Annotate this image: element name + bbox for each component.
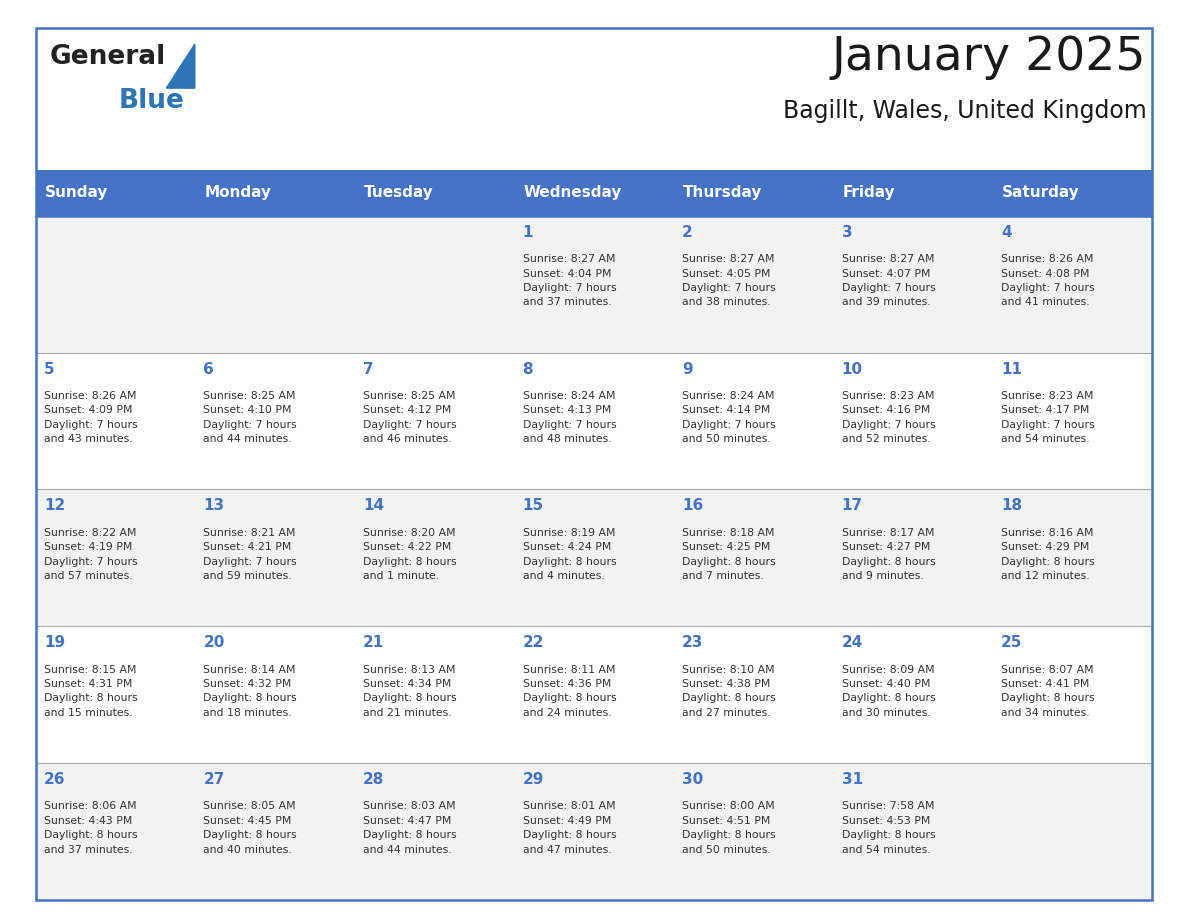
Text: Sunrise: 8:05 AM
Sunset: 4:45 PM
Daylight: 8 hours
and 40 minutes.: Sunrise: 8:05 AM Sunset: 4:45 PM Dayligh… xyxy=(203,801,297,855)
Text: 3: 3 xyxy=(841,225,852,240)
Text: 25: 25 xyxy=(1001,635,1023,650)
Text: Sunrise: 8:21 AM
Sunset: 4:21 PM
Daylight: 7 hours
and 59 minutes.: Sunrise: 8:21 AM Sunset: 4:21 PM Dayligh… xyxy=(203,528,297,581)
Text: Sunrise: 8:23 AM
Sunset: 4:17 PM
Daylight: 7 hours
and 54 minutes.: Sunrise: 8:23 AM Sunset: 4:17 PM Dayligh… xyxy=(1001,391,1095,444)
Text: 27: 27 xyxy=(203,772,225,787)
Text: 24: 24 xyxy=(841,635,862,650)
Text: 4: 4 xyxy=(1001,225,1012,240)
Text: Sunrise: 8:22 AM
Sunset: 4:19 PM
Daylight: 7 hours
and 57 minutes.: Sunrise: 8:22 AM Sunset: 4:19 PM Dayligh… xyxy=(44,528,138,581)
Text: Sunrise: 8:01 AM
Sunset: 4:49 PM
Daylight: 8 hours
and 47 minutes.: Sunrise: 8:01 AM Sunset: 4:49 PM Dayligh… xyxy=(523,801,617,855)
Text: Sunrise: 8:27 AM
Sunset: 4:07 PM
Daylight: 7 hours
and 39 minutes.: Sunrise: 8:27 AM Sunset: 4:07 PM Dayligh… xyxy=(841,254,935,308)
Text: Friday: Friday xyxy=(842,185,896,200)
Text: 20: 20 xyxy=(203,635,225,650)
Text: General: General xyxy=(50,44,166,70)
Text: 16: 16 xyxy=(682,498,703,513)
Text: Sunrise: 8:27 AM
Sunset: 4:04 PM
Daylight: 7 hours
and 37 minutes.: Sunrise: 8:27 AM Sunset: 4:04 PM Dayligh… xyxy=(523,254,617,308)
Text: 10: 10 xyxy=(841,362,862,376)
Text: 11: 11 xyxy=(1001,362,1022,376)
Text: Tuesday: Tuesday xyxy=(365,185,434,200)
Text: Sunrise: 8:25 AM
Sunset: 4:12 PM
Daylight: 7 hours
and 46 minutes.: Sunrise: 8:25 AM Sunset: 4:12 PM Dayligh… xyxy=(364,391,456,444)
Text: Sunrise: 8:00 AM
Sunset: 4:51 PM
Daylight: 8 hours
and 50 minutes.: Sunrise: 8:00 AM Sunset: 4:51 PM Dayligh… xyxy=(682,801,776,855)
Text: Sunrise: 8:24 AM
Sunset: 4:14 PM
Daylight: 7 hours
and 50 minutes.: Sunrise: 8:24 AM Sunset: 4:14 PM Dayligh… xyxy=(682,391,776,444)
Text: 29: 29 xyxy=(523,772,544,787)
Text: 8: 8 xyxy=(523,362,533,376)
Text: Sunrise: 8:25 AM
Sunset: 4:10 PM
Daylight: 7 hours
and 44 minutes.: Sunrise: 8:25 AM Sunset: 4:10 PM Dayligh… xyxy=(203,391,297,444)
Text: 30: 30 xyxy=(682,772,703,787)
Text: 19: 19 xyxy=(44,635,65,650)
Text: 5: 5 xyxy=(44,362,55,376)
Polygon shape xyxy=(166,44,195,88)
Bar xyxy=(36,216,1152,353)
Bar xyxy=(36,489,1152,626)
Text: Sunrise: 8:03 AM
Sunset: 4:47 PM
Daylight: 8 hours
and 44 minutes.: Sunrise: 8:03 AM Sunset: 4:47 PM Dayligh… xyxy=(364,801,456,855)
Text: January 2025: January 2025 xyxy=(832,35,1146,80)
Text: 7: 7 xyxy=(364,362,374,376)
Text: 15: 15 xyxy=(523,498,544,513)
Text: Sunrise: 8:10 AM
Sunset: 4:38 PM
Daylight: 8 hours
and 27 minutes.: Sunrise: 8:10 AM Sunset: 4:38 PM Dayligh… xyxy=(682,665,776,718)
Text: 26: 26 xyxy=(44,772,65,787)
Text: Sunrise: 8:19 AM
Sunset: 4:24 PM
Daylight: 8 hours
and 4 minutes.: Sunrise: 8:19 AM Sunset: 4:24 PM Dayligh… xyxy=(523,528,617,581)
Text: 17: 17 xyxy=(841,498,862,513)
Text: Wednesday: Wednesday xyxy=(524,185,623,200)
Text: Sunrise: 8:13 AM
Sunset: 4:34 PM
Daylight: 8 hours
and 21 minutes.: Sunrise: 8:13 AM Sunset: 4:34 PM Dayligh… xyxy=(364,665,456,718)
Text: Sunrise: 8:24 AM
Sunset: 4:13 PM
Daylight: 7 hours
and 48 minutes.: Sunrise: 8:24 AM Sunset: 4:13 PM Dayligh… xyxy=(523,391,617,444)
Bar xyxy=(36,763,1152,900)
Text: Sunrise: 8:09 AM
Sunset: 4:40 PM
Daylight: 8 hours
and 30 minutes.: Sunrise: 8:09 AM Sunset: 4:40 PM Dayligh… xyxy=(841,665,935,718)
Text: Sunrise: 8:14 AM
Sunset: 4:32 PM
Daylight: 8 hours
and 18 minutes.: Sunrise: 8:14 AM Sunset: 4:32 PM Dayligh… xyxy=(203,665,297,718)
Text: 22: 22 xyxy=(523,635,544,650)
Text: 13: 13 xyxy=(203,498,225,513)
Text: 14: 14 xyxy=(364,498,384,513)
Text: 18: 18 xyxy=(1001,498,1022,513)
Text: Thursday: Thursday xyxy=(683,185,763,200)
Text: 28: 28 xyxy=(364,772,385,787)
Text: Sunrise: 8:26 AM
Sunset: 4:08 PM
Daylight: 7 hours
and 41 minutes.: Sunrise: 8:26 AM Sunset: 4:08 PM Dayligh… xyxy=(1001,254,1095,308)
Text: 21: 21 xyxy=(364,635,384,650)
Text: 1: 1 xyxy=(523,225,533,240)
Text: 31: 31 xyxy=(841,772,862,787)
Text: 23: 23 xyxy=(682,635,703,650)
Text: 2: 2 xyxy=(682,225,693,240)
Text: Sunrise: 8:27 AM
Sunset: 4:05 PM
Daylight: 7 hours
and 38 minutes.: Sunrise: 8:27 AM Sunset: 4:05 PM Dayligh… xyxy=(682,254,776,308)
Bar xyxy=(36,170,1152,216)
Text: Sunrise: 8:16 AM
Sunset: 4:29 PM
Daylight: 8 hours
and 12 minutes.: Sunrise: 8:16 AM Sunset: 4:29 PM Dayligh… xyxy=(1001,528,1095,581)
Text: Saturday: Saturday xyxy=(1003,185,1080,200)
Text: 12: 12 xyxy=(44,498,65,513)
Text: Sunday: Sunday xyxy=(45,185,108,200)
Text: Sunrise: 8:06 AM
Sunset: 4:43 PM
Daylight: 8 hours
and 37 minutes.: Sunrise: 8:06 AM Sunset: 4:43 PM Dayligh… xyxy=(44,801,138,855)
Bar xyxy=(36,353,1152,489)
Text: Sunrise: 8:18 AM
Sunset: 4:25 PM
Daylight: 8 hours
and 7 minutes.: Sunrise: 8:18 AM Sunset: 4:25 PM Dayligh… xyxy=(682,528,776,581)
Text: Sunrise: 7:58 AM
Sunset: 4:53 PM
Daylight: 8 hours
and 54 minutes.: Sunrise: 7:58 AM Sunset: 4:53 PM Dayligh… xyxy=(841,801,935,855)
Bar xyxy=(36,626,1152,763)
Text: Sunrise: 8:20 AM
Sunset: 4:22 PM
Daylight: 8 hours
and 1 minute.: Sunrise: 8:20 AM Sunset: 4:22 PM Dayligh… xyxy=(364,528,456,581)
Text: Sunrise: 8:15 AM
Sunset: 4:31 PM
Daylight: 8 hours
and 15 minutes.: Sunrise: 8:15 AM Sunset: 4:31 PM Dayligh… xyxy=(44,665,138,718)
Text: Sunrise: 8:23 AM
Sunset: 4:16 PM
Daylight: 7 hours
and 52 minutes.: Sunrise: 8:23 AM Sunset: 4:16 PM Dayligh… xyxy=(841,391,935,444)
Text: Monday: Monday xyxy=(204,185,272,200)
Text: Bagillt, Wales, United Kingdom: Bagillt, Wales, United Kingdom xyxy=(783,99,1146,123)
Text: 6: 6 xyxy=(203,362,214,376)
Text: Blue: Blue xyxy=(119,88,184,114)
Text: Sunrise: 8:17 AM
Sunset: 4:27 PM
Daylight: 8 hours
and 9 minutes.: Sunrise: 8:17 AM Sunset: 4:27 PM Dayligh… xyxy=(841,528,935,581)
Text: 9: 9 xyxy=(682,362,693,376)
Text: Sunrise: 8:11 AM
Sunset: 4:36 PM
Daylight: 8 hours
and 24 minutes.: Sunrise: 8:11 AM Sunset: 4:36 PM Dayligh… xyxy=(523,665,617,718)
Text: Sunrise: 8:07 AM
Sunset: 4:41 PM
Daylight: 8 hours
and 34 minutes.: Sunrise: 8:07 AM Sunset: 4:41 PM Dayligh… xyxy=(1001,665,1095,718)
Text: Sunrise: 8:26 AM
Sunset: 4:09 PM
Daylight: 7 hours
and 43 minutes.: Sunrise: 8:26 AM Sunset: 4:09 PM Dayligh… xyxy=(44,391,138,444)
